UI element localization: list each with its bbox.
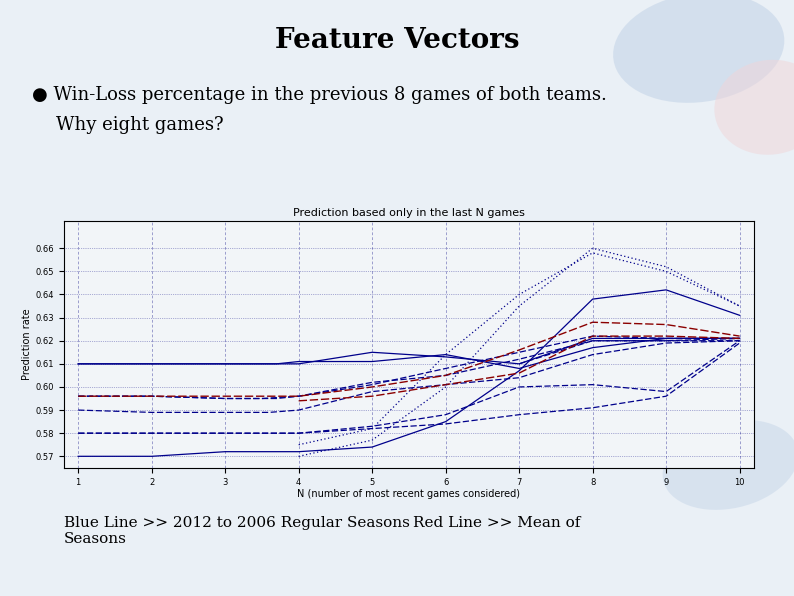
Text: Blue Line >> 2012 to 2006 Regular Seasons
Seasons: Blue Line >> 2012 to 2006 Regular Season…: [64, 516, 410, 546]
Text: ● Win-Loss percentage in the previous 8 games of both teams.: ● Win-Loss percentage in the previous 8 …: [32, 86, 607, 104]
Text: Red Line >> Mean of: Red Line >> Mean of: [413, 516, 580, 529]
X-axis label: N (number of most recent games considered): N (number of most recent games considere…: [298, 489, 520, 499]
Ellipse shape: [663, 420, 794, 510]
Text: Why eight games?: Why eight games?: [56, 116, 223, 134]
Y-axis label: Prediction rate: Prediction rate: [22, 308, 33, 380]
Ellipse shape: [613, 0, 784, 103]
Title: Prediction based only in the last N games: Prediction based only in the last N game…: [293, 209, 525, 218]
Text: Feature Vectors: Feature Vectors: [275, 27, 519, 54]
Ellipse shape: [715, 60, 794, 155]
